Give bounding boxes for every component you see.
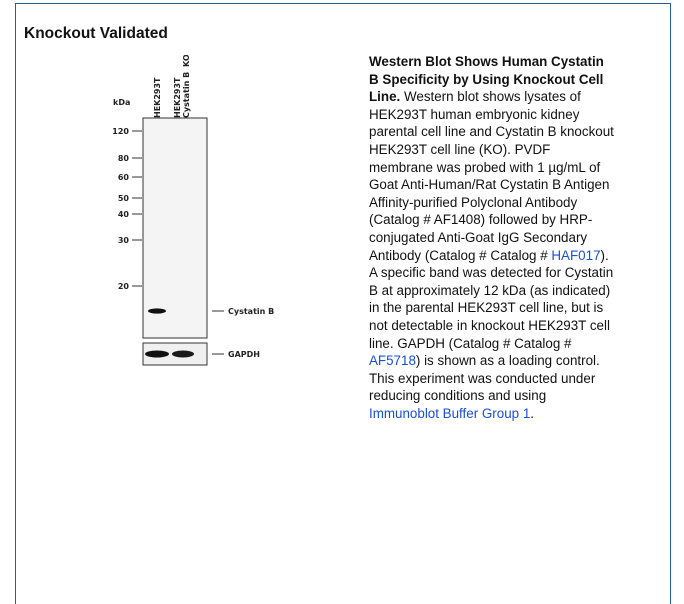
catalog-link[interactable]: HAF017 [551,248,600,263]
marker-label: 20 [118,282,130,291]
band-label: Cystatin B [228,307,274,316]
marker-label: 30 [118,236,130,245]
description: Western Blot Shows Human Cystatin B Spec… [369,53,615,422]
lane-label: HEK293T [173,77,182,118]
lane-label: HEK293T [153,77,162,118]
band-label: GAPDH [228,350,260,359]
catalog-link[interactable]: Immunoblot Buffer Group 1 [369,406,530,421]
panel-title: Knockout Validated [24,25,168,43]
blot-membrane [143,118,207,338]
lane-label: KO [182,55,191,67]
body-text: . [530,406,534,421]
marker-label: 80 [118,154,130,163]
marker-label: 60 [118,173,130,182]
lane-label: Cystatin B [182,72,191,118]
band [148,308,166,313]
body-text: Western blot shows lysates of HEK293T hu… [369,89,614,262]
marker-label: 40 [118,210,130,219]
marker-label: 50 [118,194,130,203]
band [145,351,169,358]
band [172,351,194,358]
marker-label: 120 [112,127,129,136]
unit-label: kDa [113,98,130,107]
catalog-link[interactable]: AF5718 [369,353,416,368]
